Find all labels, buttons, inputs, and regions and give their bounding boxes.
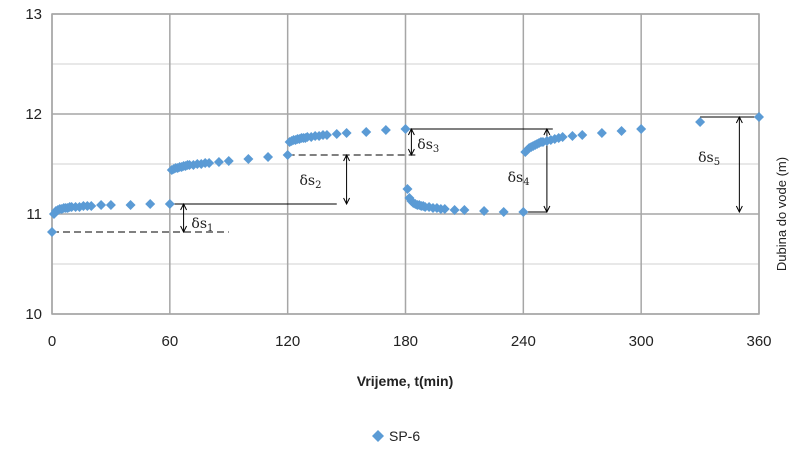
data-point	[617, 126, 627, 136]
x-tick-label: 360	[746, 333, 771, 350]
y-tick-label: 13	[25, 6, 42, 23]
data-point	[165, 199, 175, 209]
data-point	[381, 125, 391, 135]
grid-lines	[52, 14, 759, 314]
x-tick-labels: 0 60 120 180 240 300 360	[48, 333, 772, 350]
data-point	[401, 124, 411, 134]
data-point	[47, 227, 57, 237]
data-point	[283, 150, 293, 160]
y-tick-labels: 10 11 12 13	[25, 6, 42, 323]
x-tick-label: 180	[393, 333, 418, 350]
data-point	[332, 129, 342, 139]
x-tick-label: 240	[511, 333, 536, 350]
y-axis-label: Dubina do vode (m)	[774, 157, 789, 271]
data-point	[145, 199, 155, 209]
x-tick-label: 300	[629, 333, 654, 350]
data-point	[695, 117, 705, 127]
data-point	[126, 200, 136, 210]
x-tick-label: 120	[275, 333, 300, 350]
annotation-label-ds1: δs1	[191, 216, 213, 234]
data-point	[96, 200, 106, 210]
data-point	[361, 127, 371, 137]
data-point	[402, 184, 412, 194]
x-axis-label: Vrijeme, t(min)	[357, 373, 453, 389]
x-tick-label: 60	[161, 333, 178, 350]
data-point	[342, 128, 352, 138]
annotation-label-ds3: δs3	[417, 137, 439, 155]
data-point	[636, 124, 646, 134]
y-tick-label: 11	[26, 206, 42, 223]
annotation-label-ds4: δs4	[508, 170, 530, 188]
data-point	[567, 131, 577, 141]
y-tick-label: 12	[25, 106, 42, 123]
annotation-label-ds5: δs5	[698, 150, 720, 168]
data-point	[106, 200, 116, 210]
data-point	[499, 207, 509, 217]
legend-marker	[372, 430, 384, 442]
data-point	[263, 152, 273, 162]
y-tick-label: 10	[25, 306, 42, 323]
data-point	[243, 154, 253, 164]
annotation-label-ds2: δs2	[299, 173, 321, 191]
data-point	[597, 128, 607, 138]
data-point	[518, 207, 528, 217]
data-point	[214, 157, 224, 167]
data-point	[577, 130, 587, 140]
legend: SP-6	[372, 428, 420, 444]
legend-label-sp6: SP-6	[389, 428, 420, 444]
x-tick-label: 0	[48, 333, 56, 350]
